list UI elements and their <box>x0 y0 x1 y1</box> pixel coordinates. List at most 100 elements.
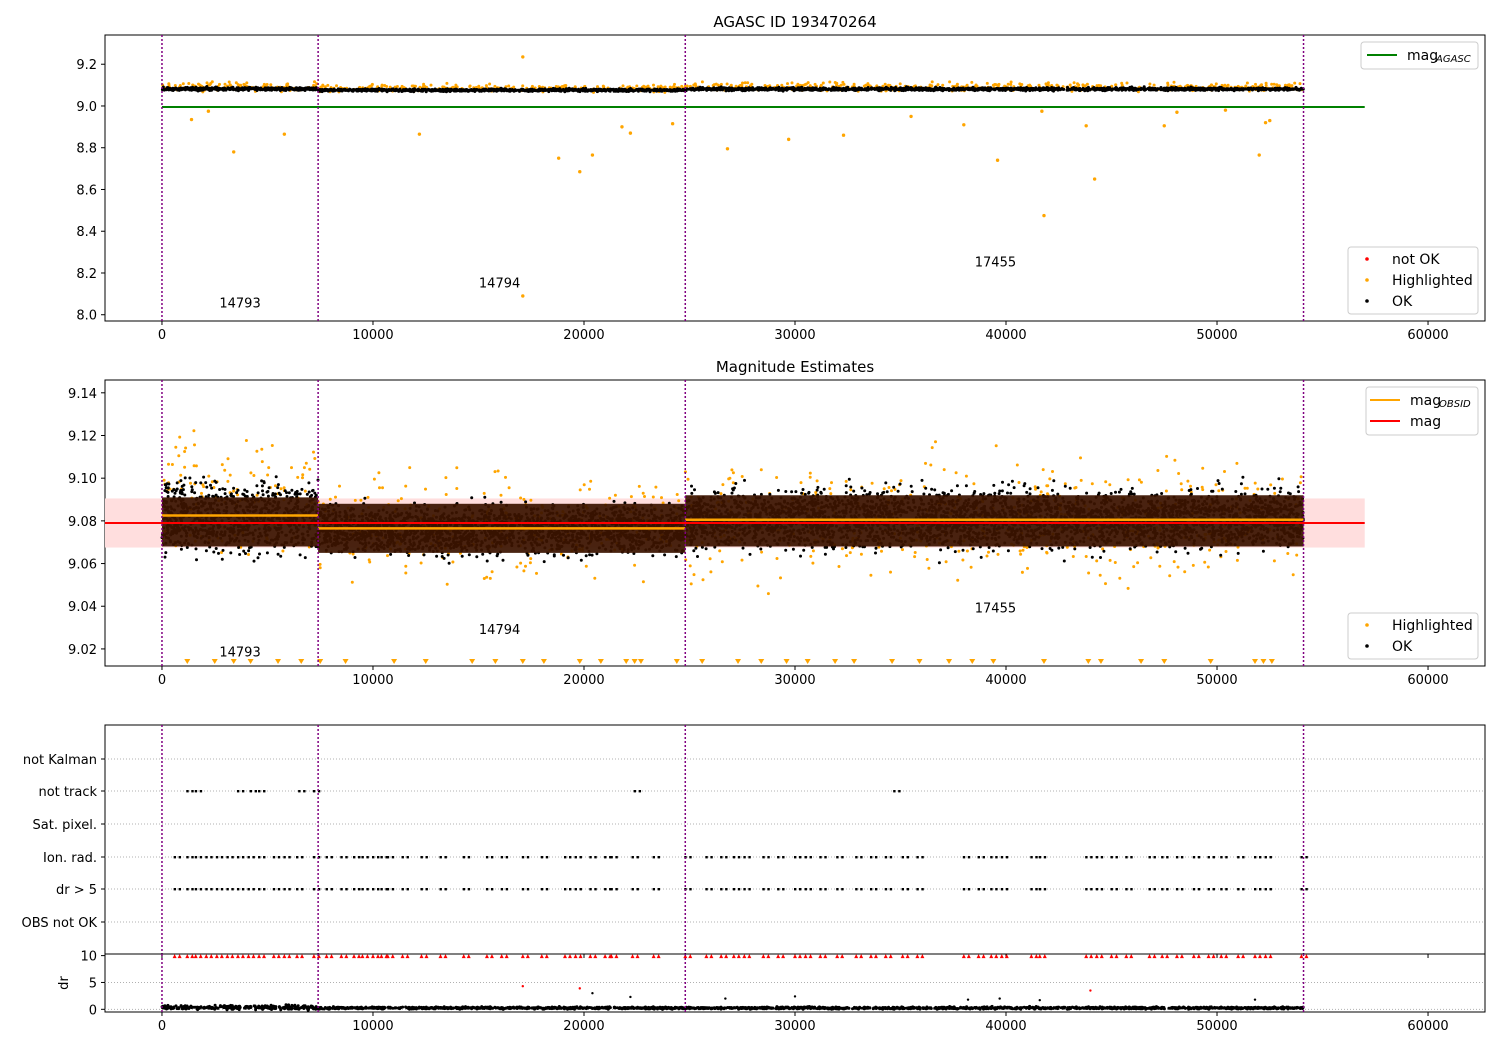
flag-row-label: not track <box>38 785 97 800</box>
highlighted-point <box>556 156 561 160</box>
flag-marker <box>743 888 746 891</box>
flag-marker <box>982 888 985 891</box>
dr-clipped-marker <box>209 954 214 959</box>
flag-marker <box>657 856 661 859</box>
dr-clipped-marker <box>1029 954 1034 959</box>
dr-clipped-marker <box>1034 954 1039 959</box>
flag-marker <box>236 856 240 859</box>
flag-row-label: Ion. rad. <box>43 851 97 866</box>
flag-marker <box>210 856 213 859</box>
flag-marker <box>385 888 388 891</box>
dr-clipped-marker <box>742 954 747 959</box>
dr-ok-points <box>160 1003 320 1012</box>
flag-marker <box>231 888 234 891</box>
flag-marker <box>545 888 549 891</box>
flag-marker <box>173 856 177 859</box>
flag-marker <box>526 888 530 891</box>
flag-marker <box>1212 888 1215 891</box>
dr-clipped-marker <box>1042 954 1047 959</box>
legend-label: Highlighted <box>1392 273 1473 289</box>
dr-clipped-marker <box>246 954 251 959</box>
dr-clipped-marker <box>709 954 714 959</box>
flag-marker <box>1242 888 1245 891</box>
y-tick-label: 9.2 <box>76 58 97 73</box>
dr-clipped-marker <box>776 954 781 959</box>
below-range-marker <box>576 659 583 664</box>
dr-clipped-marker <box>539 954 544 959</box>
flag-marker <box>439 856 442 859</box>
x-tick-label: 20000 <box>563 673 604 688</box>
dr-clipped-marker <box>747 954 752 959</box>
y-tick-label: 9.06 <box>68 558 97 573</box>
dr-not-ok-point <box>578 987 581 990</box>
highlighted-point <box>521 55 525 59</box>
dr-clipped-marker <box>405 954 410 959</box>
flag-marker <box>249 790 252 793</box>
flag-marker <box>1300 856 1303 859</box>
flag-marker <box>462 888 466 891</box>
legend-subscript: AGASC <box>1435 54 1471 65</box>
x-tick-label: 30000 <box>774 1019 815 1034</box>
flag-marker <box>1175 888 1179 891</box>
below-range-marker <box>990 659 997 664</box>
below-range-marker <box>804 659 811 664</box>
x-tick-label: 40000 <box>985 673 1026 688</box>
flag-marker <box>615 888 618 891</box>
dr-clipped-marker <box>900 954 905 959</box>
dr-clipped-marker <box>365 954 370 959</box>
x-tick-label: 50000 <box>1196 328 1237 343</box>
dr-clipped-marker <box>1089 954 1094 959</box>
dr-clipped-marker <box>994 954 999 959</box>
x-tick-label: 50000 <box>1196 1019 1237 1034</box>
flag-marker <box>330 888 333 891</box>
flag-marker <box>874 888 878 891</box>
dr-clipped-marker <box>781 954 786 959</box>
below-range-marker <box>623 659 630 664</box>
flag-marker <box>1130 856 1133 859</box>
dr-clipped-marker <box>578 954 583 959</box>
highlighted-point <box>590 153 595 157</box>
flag-marker <box>258 790 261 793</box>
flag-marker <box>386 856 390 859</box>
dr-clipped-marker <box>761 954 766 959</box>
below-range-marker <box>1268 659 1275 664</box>
flag-marker <box>967 856 971 859</box>
highlighted-point <box>841 133 846 137</box>
y-tick-label: 9.04 <box>68 600 97 615</box>
legend-label: OK <box>1392 294 1413 310</box>
legend-label: OK <box>1392 639 1413 655</box>
flag-marker <box>889 888 893 891</box>
dr-ok-point <box>629 995 632 999</box>
dr-clipped-marker <box>1241 954 1246 959</box>
dr-clipped-marker <box>920 954 925 959</box>
flag-marker <box>631 856 634 859</box>
highlighted-point <box>1040 109 1044 113</box>
flag-marker <box>263 888 266 891</box>
legend-status: not OK Highlighted OK <box>1347 246 1479 315</box>
below-range-marker <box>342 659 349 664</box>
flag-marker <box>521 856 525 859</box>
dr-clipped-marker <box>793 954 797 959</box>
dr-clipped-marker <box>316 954 321 959</box>
dr-clipped-marker <box>731 954 736 959</box>
flag-marker <box>330 856 333 859</box>
dr-clipped-marker <box>651 954 656 959</box>
flag-marker <box>869 888 873 891</box>
highlighted-point <box>578 170 582 174</box>
x-tick-label: 20000 <box>563 328 604 343</box>
flag-marker <box>1207 888 1210 891</box>
ok-points-band <box>160 85 320 93</box>
flag-marker <box>345 856 348 859</box>
flag-marker <box>1110 856 1113 859</box>
y-tick-label: 8.4 <box>76 225 97 240</box>
flag-marker <box>1100 888 1104 891</box>
flag-marker <box>1043 888 1047 891</box>
below-range-marker <box>184 659 191 664</box>
dr-clipped-marker <box>324 954 329 959</box>
flag-marker <box>1180 888 1184 891</box>
legend-subscript: OBSID <box>1439 399 1471 410</box>
flag-marker <box>283 856 286 859</box>
dr-clipped-marker <box>339 954 344 959</box>
flag-marker <box>901 888 905 891</box>
flag-marker <box>312 790 316 793</box>
